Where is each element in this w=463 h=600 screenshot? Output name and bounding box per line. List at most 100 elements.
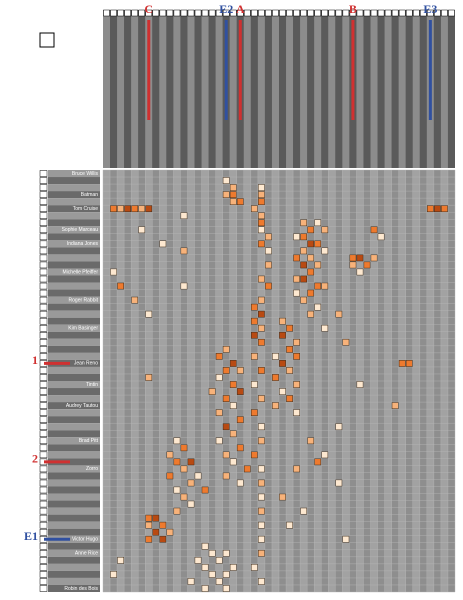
- row-header: [48, 261, 100, 269]
- row-header: [48, 563, 100, 571]
- row-header: [48, 240, 100, 248]
- cell: [208, 549, 216, 557]
- row-label: Tom Cruise: [73, 206, 99, 212]
- row-checkbox: [39, 353, 48, 360]
- checkbox[interactable]: [39, 32, 55, 48]
- cell: [173, 486, 181, 494]
- column-header: [419, 16, 427, 168]
- row-header: [48, 212, 100, 220]
- column-header: [187, 16, 195, 168]
- column-checkbox: [152, 9, 160, 17]
- row-header: [48, 219, 100, 227]
- row-header: [48, 170, 100, 178]
- column-checkbox: [328, 9, 336, 17]
- column-checkbox: [138, 9, 145, 17]
- column-checkbox: [420, 9, 427, 17]
- column-header: [335, 16, 343, 168]
- column-checkbox: [370, 9, 378, 17]
- cell: [236, 367, 244, 374]
- column-checkbox: [251, 9, 258, 17]
- column-checkbox: [427, 9, 434, 17]
- cell: [208, 571, 216, 578]
- cell: [286, 521, 293, 529]
- row-checkbox: [39, 416, 48, 423]
- cell: [250, 331, 258, 339]
- cell: [293, 381, 300, 388]
- row-checkbox: [39, 367, 48, 374]
- column-header: [293, 16, 301, 168]
- cell: [152, 514, 160, 522]
- cell: [180, 212, 188, 220]
- row-label: Kim Basinger: [68, 326, 98, 332]
- cell: [342, 535, 350, 543]
- cell: [356, 254, 364, 262]
- row-checkbox: [39, 240, 48, 248]
- cell: [314, 261, 322, 269]
- row-checkbox: [39, 395, 48, 402]
- cell: [222, 451, 230, 459]
- cell: [258, 437, 265, 445]
- cell: [391, 402, 399, 409]
- cell: [300, 296, 308, 304]
- cell: [307, 240, 315, 248]
- cell: [307, 437, 315, 445]
- cell: [229, 360, 237, 367]
- column-annotation: C: [144, 2, 153, 16]
- column-annotation: B: [349, 2, 357, 16]
- cell: [286, 367, 293, 374]
- column-header: [103, 16, 111, 168]
- cell: [258, 296, 265, 304]
- row-header: [48, 324, 100, 332]
- row-checkbox: [39, 543, 48, 550]
- column-header: [363, 16, 371, 168]
- cell: [166, 472, 174, 480]
- cell: [173, 458, 181, 466]
- column-header: [271, 16, 279, 168]
- cell: [314, 303, 322, 311]
- column-header: [314, 16, 322, 168]
- row-checkbox: [39, 289, 48, 297]
- cell: [342, 338, 350, 346]
- row-header: [48, 338, 100, 346]
- column-header: [257, 16, 265, 168]
- row-checkbox: [39, 465, 48, 473]
- cell: [272, 374, 279, 381]
- row-checkbox: [39, 212, 48, 219]
- row-header: [48, 514, 100, 522]
- column-checkbox: [131, 9, 138, 17]
- cell: [222, 585, 230, 592]
- cell: [321, 282, 329, 290]
- cell: [258, 507, 265, 515]
- column-checkbox: [398, 9, 406, 17]
- row-header: [48, 409, 100, 417]
- cell: [307, 310, 315, 318]
- cell: [349, 254, 357, 262]
- column-checkbox: [314, 9, 321, 17]
- row-header: [48, 521, 100, 529]
- cell: [250, 451, 258, 459]
- column-header: [166, 16, 174, 168]
- cell: [258, 184, 265, 191]
- cell: [187, 458, 195, 466]
- row-header: [48, 500, 100, 508]
- cell: [293, 233, 300, 241]
- row-checkbox: [39, 374, 48, 381]
- cell: [300, 275, 308, 283]
- column-header: [405, 16, 413, 168]
- row-header: [48, 388, 100, 396]
- column-header: [377, 16, 385, 168]
- cell: [293, 465, 300, 473]
- column-checkbox: [124, 9, 131, 17]
- row-checkbox: [39, 268, 48, 276]
- row-header: [48, 416, 100, 424]
- cell: [180, 282, 188, 290]
- cell: [229, 184, 237, 191]
- row-label: Audrey Tautou: [66, 403, 98, 409]
- row-checkbox: [39, 254, 48, 262]
- cell: [258, 479, 265, 487]
- row-checkbox: [39, 303, 48, 311]
- cell: [265, 261, 272, 269]
- column-header: [440, 16, 448, 168]
- row-checkbox: [39, 479, 48, 487]
- cell: [194, 556, 202, 564]
